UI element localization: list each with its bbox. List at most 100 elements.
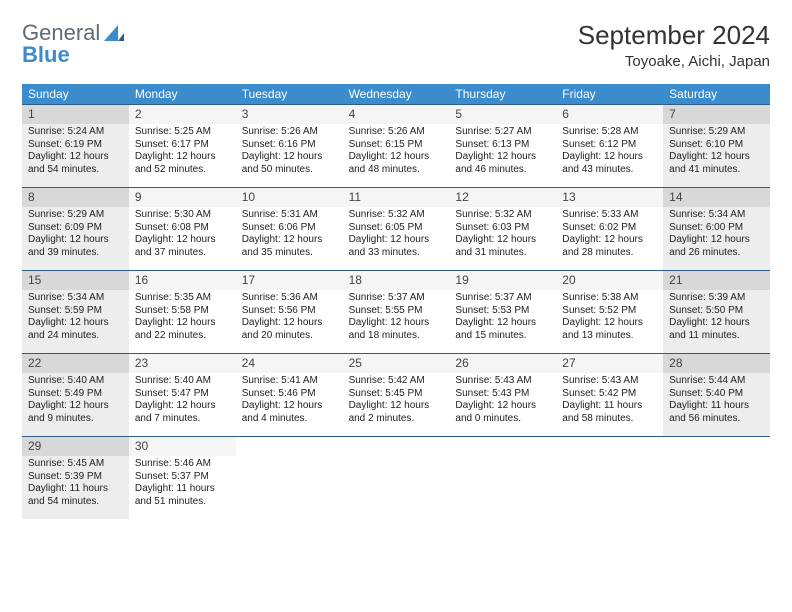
sunrise-text: Sunrise: 5:42 AM xyxy=(349,375,444,388)
daylight-text-2: and 28 minutes. xyxy=(562,247,657,260)
sunset-text: Sunset: 6:02 PM xyxy=(562,222,657,235)
daylight-text: Daylight: 12 hours xyxy=(135,234,230,247)
day-details: Sunrise: 5:25 AMSunset: 6:17 PMDaylight:… xyxy=(135,126,230,176)
title-block: September 2024 Toyoake, Aichi, Japan xyxy=(578,20,770,70)
calendar-week: 1Sunrise: 5:24 AMSunset: 6:19 PMDaylight… xyxy=(22,105,770,188)
sunrise-text: Sunrise: 5:41 AM xyxy=(242,375,337,388)
calendar-grid: 1Sunrise: 5:24 AMSunset: 6:19 PMDaylight… xyxy=(22,104,770,519)
daylight-text-2: and 22 minutes. xyxy=(135,330,230,343)
day-details: Sunrise: 5:37 AMSunset: 5:53 PMDaylight:… xyxy=(455,292,550,342)
daylight-text-2: and 20 minutes. xyxy=(242,330,337,343)
sunset-text: Sunset: 6:10 PM xyxy=(669,139,764,152)
sunrise-text: Sunrise: 5:38 AM xyxy=(562,292,657,305)
day-details: Sunrise: 5:34 AMSunset: 5:59 PMDaylight:… xyxy=(28,292,123,342)
daylight-text-2: and 2 minutes. xyxy=(349,413,444,426)
daylight-text-2: and 46 minutes. xyxy=(455,164,550,177)
calendar-week: 29Sunrise: 5:45 AMSunset: 5:39 PMDayligh… xyxy=(22,437,770,519)
day-number: 30 xyxy=(129,437,236,456)
daylight-text: Daylight: 11 hours xyxy=(669,400,764,413)
daylight-text-2: and 58 minutes. xyxy=(562,413,657,426)
header: General September 2024 Toyoake, Aichi, J… xyxy=(22,20,770,70)
calendar-day: 17Sunrise: 5:36 AMSunset: 5:56 PMDayligh… xyxy=(236,271,343,353)
day-number: 6 xyxy=(556,105,663,124)
day-details: Sunrise: 5:42 AMSunset: 5:45 PMDaylight:… xyxy=(349,375,444,425)
weekday-label: Thursday xyxy=(449,84,556,104)
day-number: 26 xyxy=(449,354,556,373)
daylight-text-2: and 35 minutes. xyxy=(242,247,337,260)
daylight-text: Daylight: 12 hours xyxy=(28,317,123,330)
calendar-day: 29Sunrise: 5:45 AMSunset: 5:39 PMDayligh… xyxy=(22,437,129,519)
daylight-text: Daylight: 12 hours xyxy=(562,151,657,164)
day-number: 13 xyxy=(556,188,663,207)
daylight-text-2: and 37 minutes. xyxy=(135,247,230,260)
sunrise-text: Sunrise: 5:27 AM xyxy=(455,126,550,139)
calendar-day: 12Sunrise: 5:32 AMSunset: 6:03 PMDayligh… xyxy=(449,188,556,270)
calendar-day: 2Sunrise: 5:25 AMSunset: 6:17 PMDaylight… xyxy=(129,105,236,187)
calendar-day: 21Sunrise: 5:39 AMSunset: 5:50 PMDayligh… xyxy=(663,271,770,353)
sunrise-text: Sunrise: 5:25 AM xyxy=(135,126,230,139)
daylight-text: Daylight: 12 hours xyxy=(28,234,123,247)
daylight-text: Daylight: 12 hours xyxy=(28,151,123,164)
daylight-text-2: and 41 minutes. xyxy=(669,164,764,177)
daylight-text-2: and 0 minutes. xyxy=(455,413,550,426)
sunrise-text: Sunrise: 5:29 AM xyxy=(28,209,123,222)
sunrise-text: Sunrise: 5:26 AM xyxy=(349,126,444,139)
weekday-label: Saturday xyxy=(663,84,770,104)
daylight-text-2: and 51 minutes. xyxy=(135,496,230,509)
day-number: 3 xyxy=(236,105,343,124)
daylight-text-2: and 54 minutes. xyxy=(28,164,123,177)
day-number: 5 xyxy=(449,105,556,124)
day-details: Sunrise: 5:34 AMSunset: 6:00 PMDaylight:… xyxy=(669,209,764,259)
day-number: 29 xyxy=(22,437,129,456)
daylight-text: Daylight: 12 hours xyxy=(135,151,230,164)
sunset-text: Sunset: 5:49 PM xyxy=(28,388,123,401)
calendar-week: 8Sunrise: 5:29 AMSunset: 6:09 PMDaylight… xyxy=(22,188,770,271)
daylight-text: Daylight: 12 hours xyxy=(455,234,550,247)
daylight-text: Daylight: 12 hours xyxy=(562,234,657,247)
calendar-day: 27Sunrise: 5:43 AMSunset: 5:42 PMDayligh… xyxy=(556,354,663,436)
daylight-text: Daylight: 12 hours xyxy=(135,400,230,413)
day-details: Sunrise: 5:32 AMSunset: 6:03 PMDaylight:… xyxy=(455,209,550,259)
daylight-text: Daylight: 12 hours xyxy=(669,234,764,247)
day-details: Sunrise: 5:29 AMSunset: 6:10 PMDaylight:… xyxy=(669,126,764,176)
sunrise-text: Sunrise: 5:32 AM xyxy=(349,209,444,222)
day-details: Sunrise: 5:39 AMSunset: 5:50 PMDaylight:… xyxy=(669,292,764,342)
daylight-text-2: and 48 minutes. xyxy=(349,164,444,177)
sunrise-text: Sunrise: 5:37 AM xyxy=(455,292,550,305)
day-details: Sunrise: 5:27 AMSunset: 6:13 PMDaylight:… xyxy=(455,126,550,176)
calendar-day: 6 Sunrise: 5:28 AMSunset: 6:12 PMDaylight… xyxy=(556,105,663,187)
sunrise-text: Sunrise: 5:31 AM xyxy=(242,209,337,222)
calendar-day: 7Sunrise: 5:29 AMSunset: 6:10 PMDaylight… xyxy=(663,105,770,187)
daylight-text: Daylight: 12 hours xyxy=(242,317,337,330)
calendar-week: 22Sunrise: 5:40 AMSunset: 5:49 PMDayligh… xyxy=(22,354,770,437)
sunset-text: Sunset: 6:19 PM xyxy=(28,139,123,152)
daylight-text-2: and 56 minutes. xyxy=(669,413,764,426)
daylight-text-2: and 50 minutes. xyxy=(242,164,337,177)
daylight-text-2: and 54 minutes. xyxy=(28,496,123,509)
sunset-text: Sunset: 5:55 PM xyxy=(349,305,444,318)
sunset-text: Sunset: 5:59 PM xyxy=(28,305,123,318)
day-details: Sunrise: 5:31 AMSunset: 6:06 PMDaylight:… xyxy=(242,209,337,259)
daylight-text: Daylight: 11 hours xyxy=(135,483,230,496)
calendar-day: 28Sunrise: 5:44 AMSunset: 5:40 PMDayligh… xyxy=(663,354,770,436)
sunset-text: Sunset: 6:15 PM xyxy=(349,139,444,152)
calendar-day: 10Sunrise: 5:31 AMSunset: 6:06 PMDayligh… xyxy=(236,188,343,270)
sunset-text: Sunset: 5:37 PM xyxy=(135,471,230,484)
day-details: Sunrise: 5:43 AMSunset: 5:43 PMDaylight:… xyxy=(455,375,550,425)
day-number: 14 xyxy=(663,188,770,207)
weekday-label: Wednesday xyxy=(343,84,450,104)
sunset-text: Sunset: 6:05 PM xyxy=(349,222,444,235)
calendar-day: 3Sunrise: 5:26 AMSunset: 6:16 PMDaylight… xyxy=(236,105,343,187)
sunset-text: Sunset: 5:52 PM xyxy=(562,305,657,318)
daylight-text: Daylight: 12 hours xyxy=(669,151,764,164)
sunset-text: Sunset: 6:06 PM xyxy=(242,222,337,235)
day-number: 4 xyxy=(343,105,450,124)
day-details: Sunrise: 5:33 AMSunset: 6:02 PMDaylight:… xyxy=(562,209,657,259)
sunrise-text: Sunrise: 5:46 AM xyxy=(135,458,230,471)
sunset-text: Sunset: 6:12 PM xyxy=(562,139,657,152)
day-details: Sunrise: 5:28 AMSunset: 6:12 PMDaylight:… xyxy=(562,126,657,176)
calendar-day: 20Sunrise: 5:38 AMSunset: 5:52 PMDayligh… xyxy=(556,271,663,353)
day-number: 23 xyxy=(129,354,236,373)
daylight-text: Daylight: 12 hours xyxy=(349,400,444,413)
day-details: Sunrise: 5:36 AMSunset: 5:56 PMDaylight:… xyxy=(242,292,337,342)
